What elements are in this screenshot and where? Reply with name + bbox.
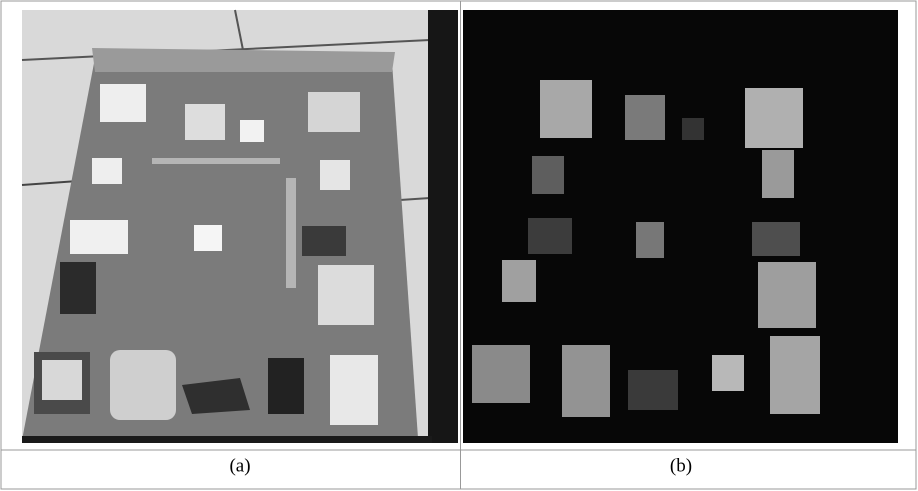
depth-map-b — [463, 10, 898, 443]
caption: (a) — [229, 455, 250, 476]
figure: (a) (b) — [0, 0, 918, 491]
photo-a — [22, 10, 458, 443]
caption: (b) — [670, 455, 692, 476]
